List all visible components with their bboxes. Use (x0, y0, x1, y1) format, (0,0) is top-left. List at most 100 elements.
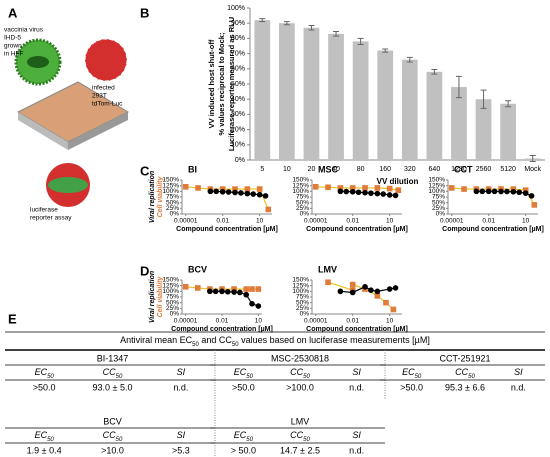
y-tick-label: 150% (162, 177, 179, 184)
header-part: EC (35, 367, 48, 377)
point (343, 188, 350, 195)
column-header: SI (514, 367, 523, 377)
y-tick-label: 25% (166, 205, 179, 212)
point (231, 289, 237, 295)
illustration-label: vaccinia virus (4, 27, 44, 34)
point (195, 185, 201, 191)
error-bar (455, 75, 462, 99)
series-line (476, 190, 532, 197)
bar (401, 59, 418, 160)
y-tick-label: 25% (432, 205, 445, 212)
y-tick-label: 100% (162, 288, 179, 295)
point (182, 184, 189, 190)
bar (352, 41, 369, 160)
y-axis-label: Cell viability (157, 175, 164, 217)
point (212, 288, 219, 295)
bar (328, 33, 344, 161)
x-tick-label: 640 (429, 166, 441, 173)
compound-name: BCV (103, 416, 122, 426)
error-bar (333, 31, 340, 37)
header-part: 50 (47, 374, 54, 380)
y-tick-label: 50% (296, 299, 309, 306)
y-tick-label: 100% (162, 188, 179, 195)
point (461, 186, 467, 192)
x-tick-label: 0.01 (216, 218, 229, 225)
y-tick-label: 0% (170, 211, 180, 218)
table-cell: >50.0 (33, 382, 56, 392)
virus-core (27, 56, 49, 68)
point (249, 286, 255, 292)
panel-letter: D (140, 263, 149, 278)
x-tick-label: 0.00001 (304, 318, 328, 325)
point (362, 284, 368, 290)
error-bar (283, 21, 290, 26)
bar (426, 71, 443, 160)
point (194, 285, 201, 291)
point (392, 192, 399, 199)
header-part: CC (290, 367, 303, 377)
point (232, 186, 238, 192)
point (256, 191, 263, 198)
point (219, 188, 226, 195)
x-tick-label: 10 (386, 318, 394, 325)
table-cell: n.d. (511, 382, 526, 392)
column-header: CC50 (290, 367, 310, 379)
y-tick-label: 100% (292, 188, 309, 195)
x-tick-label: 2560 (476, 166, 492, 173)
chart-title: MSC (318, 164, 339, 174)
point (355, 189, 362, 196)
y-tick-label: 125% (162, 282, 179, 289)
x-tick-label: 0.01 (482, 218, 495, 225)
y-tick-label: 50% (432, 199, 445, 206)
point (207, 288, 213, 295)
bar (451, 87, 467, 160)
column-header: SI (177, 430, 186, 440)
x-tick-label: 40 (332, 166, 340, 173)
point (395, 187, 402, 193)
header-part: 50 (116, 437, 123, 443)
panel-letter: C (140, 163, 150, 178)
y-tick-label: 10% (231, 142, 245, 149)
y-tick-label: 50% (166, 199, 179, 206)
point (522, 190, 529, 196)
table-cell: 1.9 ± 0.4 (27, 445, 62, 455)
y-tick-label: 40% (231, 96, 245, 103)
point (256, 186, 263, 192)
table-title: Antiviral mean EC50 and CC50 values base… (120, 335, 430, 347)
point (473, 188, 480, 195)
point (504, 188, 510, 195)
error-bar (382, 48, 389, 53)
x-tick-label: 10 (255, 318, 263, 325)
bar (475, 99, 492, 160)
point (249, 301, 255, 307)
point (337, 185, 344, 191)
illustration (14, 38, 130, 207)
error-bar (259, 18, 266, 23)
point (325, 184, 331, 191)
header-part: EC (234, 430, 247, 440)
y-tick-label: 150% (292, 177, 309, 184)
x-tick-label: 0.01 (346, 318, 359, 325)
point (531, 202, 538, 208)
point (349, 188, 356, 195)
y-tick-label: 30% (231, 111, 245, 118)
title-part: Antiviral mean EC (120, 335, 193, 345)
illustration-label: grown (4, 43, 22, 50)
error-bar (357, 37, 364, 45)
header-part: CC (103, 430, 116, 440)
point (337, 288, 344, 295)
x-axis-label: Compound concentration [µM] (306, 326, 408, 333)
column-header: EC50 (234, 430, 254, 442)
y-tick-label: 100% (428, 188, 445, 195)
error-bar (406, 56, 413, 63)
illustration-label: reporter assay (30, 215, 72, 222)
y-tick-label: 100% (292, 288, 309, 295)
cells-icon (84, 38, 128, 82)
point (250, 191, 257, 197)
point (243, 286, 250, 292)
header-part: EC (35, 430, 48, 440)
illustration-label: in HFF (4, 51, 24, 58)
y-tick-label: 0% (170, 311, 180, 318)
point (244, 190, 251, 197)
header-part: 50 (303, 374, 310, 380)
